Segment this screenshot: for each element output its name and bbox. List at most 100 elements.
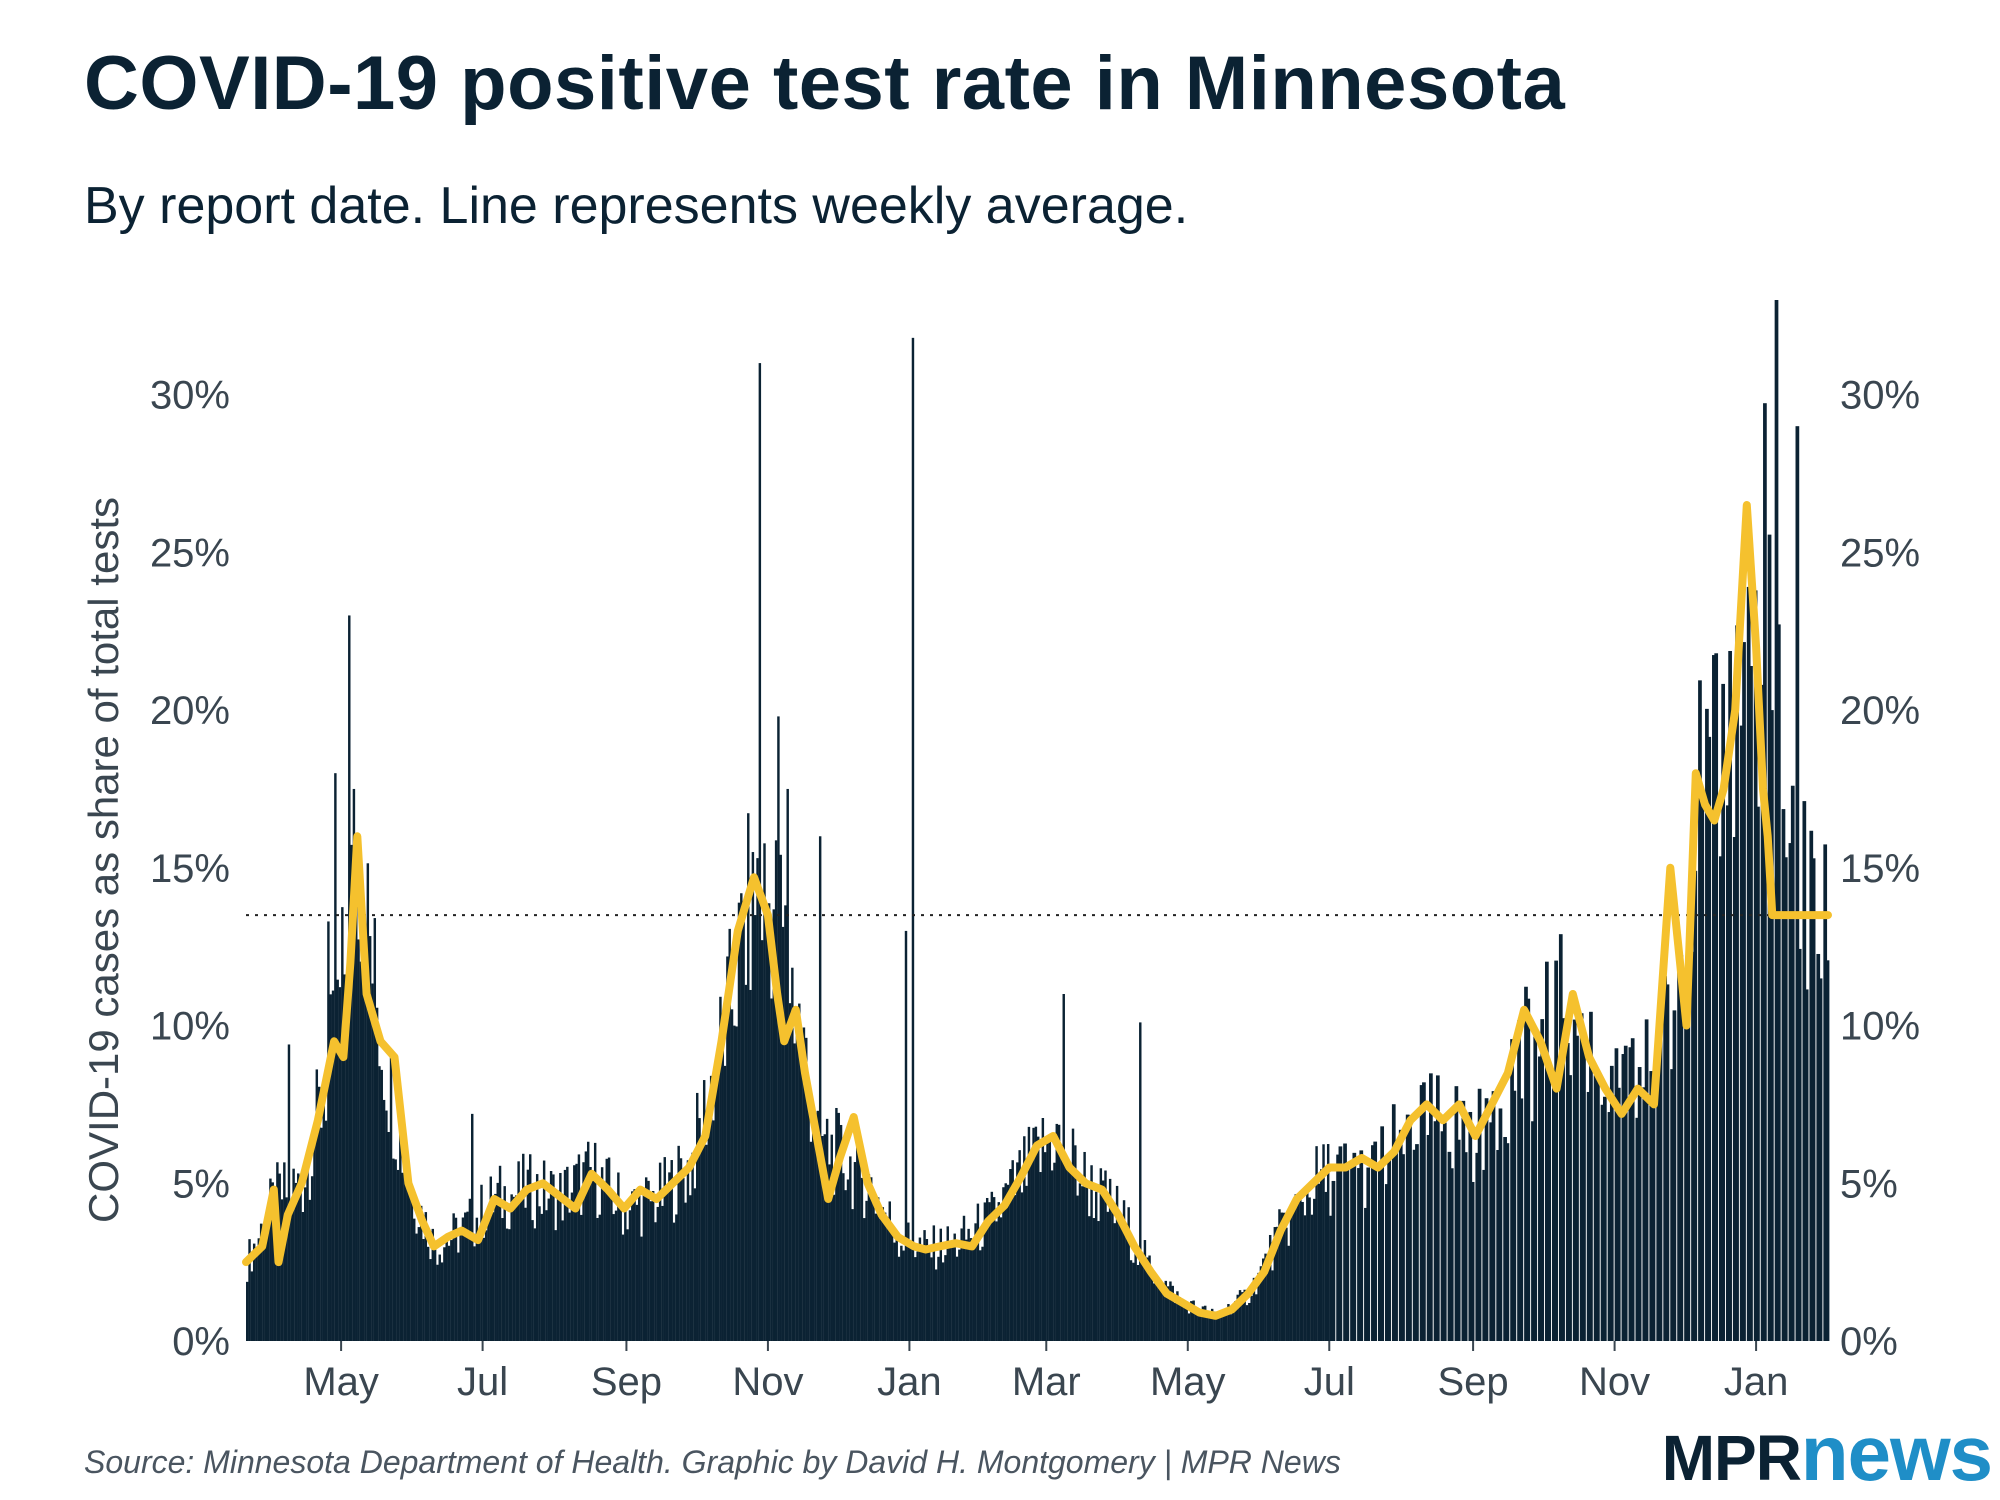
daily-bar <box>951 1240 954 1341</box>
daily-bar <box>1002 1187 1005 1341</box>
daily-bar <box>1700 795 1705 1341</box>
daily-bar <box>1222 1312 1226 1341</box>
daily-bar <box>1231 1307 1235 1341</box>
daily-bar <box>1524 986 1528 1341</box>
daily-bar <box>779 854 782 1341</box>
daily-bar <box>373 918 377 1341</box>
daily-bar <box>962 1215 966 1341</box>
daily-bar <box>990 1191 994 1341</box>
daily-bar <box>730 1009 734 1341</box>
daily-bar <box>1120 1224 1123 1341</box>
daily-bar <box>498 1165 502 1341</box>
daily-bar <box>869 1177 873 1341</box>
daily-bar <box>858 1139 861 1341</box>
daily-bar <box>1067 1169 1070 1341</box>
daily-bar <box>343 974 346 1341</box>
y-axis-label: COVID-19 cases as share of total tests <box>80 497 127 1223</box>
y-axis-right: 0% 5% 10% 15% 20% 25% 30% <box>1840 374 1920 1364</box>
daily-bar <box>774 840 778 1341</box>
daily-bar <box>1463 1152 1468 1341</box>
daily-bar <box>1721 683 1726 1341</box>
daily-bar <box>640 1236 643 1341</box>
daily-bar <box>1823 844 1828 1341</box>
daily-bar <box>647 1180 650 1341</box>
daily-bar <box>1718 856 1723 1341</box>
daily-bar <box>784 905 787 1341</box>
daily-bar <box>1482 1169 1487 1341</box>
daily-bar <box>280 1199 284 1341</box>
daily-bar <box>255 1247 258 1341</box>
daily-bar <box>1099 1168 1103 1341</box>
daily-bar <box>728 928 731 1341</box>
daily-bar <box>1797 948 1802 1341</box>
daily-bar <box>389 1049 393 1341</box>
daily-bar <box>1380 1126 1385 1341</box>
daily-bar <box>1243 1289 1246 1341</box>
daily-bar <box>1345 1169 1350 1341</box>
daily-bar <box>709 1075 713 1341</box>
daily-bar <box>299 1190 302 1341</box>
x-tick-label: Nov <box>732 1360 803 1404</box>
daily-bar <box>904 930 908 1341</box>
daily-bar <box>844 1190 847 1341</box>
daily-bar <box>1447 1151 1452 1341</box>
daily-bar <box>702 1080 706 1341</box>
daily-bar <box>327 921 330 1341</box>
daily-bar <box>663 1157 666 1341</box>
daily-bar <box>921 1246 924 1341</box>
daily-bar <box>1373 1141 1378 1341</box>
daily-bar <box>355 867 358 1341</box>
daily-bar <box>262 1244 265 1341</box>
daily-bar <box>1489 1122 1494 1341</box>
daily-bar <box>297 1173 300 1341</box>
daily-bar <box>958 1249 961 1341</box>
daily-bar <box>1790 785 1795 1341</box>
daily-bar <box>1050 1170 1054 1341</box>
daily-bar <box>1208 1311 1212 1341</box>
daily-bar <box>1294 1194 1297 1341</box>
daily-bar <box>744 984 748 1341</box>
daily-bar <box>698 1118 701 1341</box>
daily-bar <box>285 1197 288 1341</box>
daily-bar <box>561 1220 564 1341</box>
daily-bar <box>1776 624 1781 1341</box>
daily-bar <box>939 1228 943 1341</box>
daily-bar <box>591 1175 595 1341</box>
daily-bar <box>985 1197 989 1341</box>
daily-bar <box>1176 1291 1179 1341</box>
daily-bar <box>433 1249 437 1341</box>
daily-bar <box>1039 1172 1042 1341</box>
daily-bar <box>879 1218 882 1341</box>
daily-bar <box>1210 1308 1214 1341</box>
daily-bar <box>331 990 335 1341</box>
daily-bar <box>934 1269 938 1341</box>
daily-bar <box>475 1217 479 1341</box>
daily-bar <box>1377 1169 1382 1341</box>
daily-bar <box>751 852 755 1341</box>
daily-bar <box>1602 1096 1607 1341</box>
daily-bar <box>1651 1081 1656 1341</box>
daily-bar <box>598 1214 602 1341</box>
daily-bar <box>540 1213 544 1341</box>
y-tick-label-right: 0% <box>1840 1320 1898 1364</box>
daily-bar <box>350 844 353 1341</box>
daily-bar <box>909 1240 912 1341</box>
x-tick-label: May <box>1150 1360 1226 1404</box>
daily-bar <box>770 998 773 1341</box>
daily-bar <box>1078 1183 1082 1341</box>
daily-bar <box>1030 1160 1033 1341</box>
daily-bar <box>1693 870 1698 1341</box>
daily-bar <box>960 1228 963 1341</box>
daily-bar <box>477 1229 481 1341</box>
daily-bar <box>334 773 337 1341</box>
daily-bar <box>1628 1047 1633 1341</box>
daily-bar <box>436 1264 439 1341</box>
daily-bar <box>1343 1143 1347 1341</box>
daily-bar <box>1287 1245 1290 1341</box>
daily-bar <box>1074 1145 1077 1341</box>
daily-bar <box>317 1086 321 1341</box>
daily-bar <box>1296 1193 1300 1341</box>
daily-bar <box>682 1177 685 1341</box>
daily-bar <box>385 1110 388 1341</box>
